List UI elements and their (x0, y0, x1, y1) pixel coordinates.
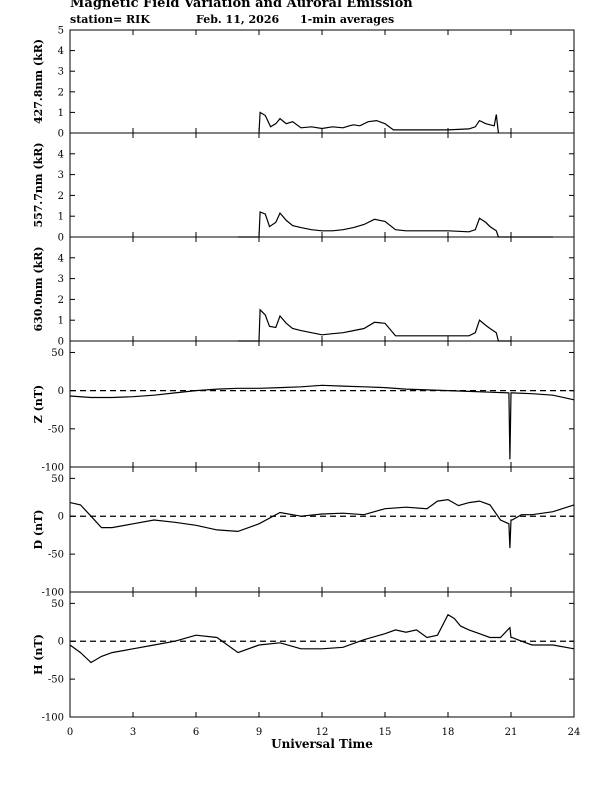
averaging-label: 1-min averages (300, 13, 395, 26)
series-line (69, 613, 575, 664)
y-tick-label: 2 (58, 295, 64, 306)
y-tick-label: 0 (58, 337, 64, 348)
y-tick-label: 0 (58, 129, 64, 140)
date-label: Feb. 11, 2026 (196, 13, 280, 26)
x-tick-label: 3 (130, 727, 136, 738)
y-tick-label: 1 (58, 212, 64, 223)
x-tick-label: 15 (379, 727, 392, 738)
y-tick-label: -100 (42, 588, 64, 599)
y-tick-label: 2 (58, 191, 64, 202)
y-axis-label: Z (nT) (32, 385, 45, 423)
chart-title: Magnetic Field Variation and Auroral Emi… (70, 0, 413, 11)
y-tick-label: 1 (58, 316, 64, 327)
y-tick-label: -100 (42, 713, 64, 724)
y-tick-label: 5 (58, 26, 64, 37)
y-tick-label: 1 (58, 108, 64, 119)
y-tick-label: 3 (58, 170, 64, 181)
y-tick-label: 50 (51, 474, 64, 485)
y-tick-label: -50 (48, 424, 64, 435)
y-axis-label: D (nT) (32, 510, 45, 550)
x-tick-label: 18 (442, 727, 455, 738)
y-tick-label: 0 (58, 637, 64, 648)
x-tick-label: 24 (568, 727, 581, 738)
panel-frame (69, 340, 575, 468)
y-axis-label: 630.0nm (kR) (32, 246, 45, 331)
x-tick-label: 6 (193, 727, 199, 738)
panel-frame (69, 236, 575, 342)
y-axis-label: 427.8nm (kR) (32, 39, 45, 124)
x-axis-label: Universal Time (271, 737, 373, 751)
series-line (238, 211, 553, 238)
y-tick-label: 3 (58, 274, 64, 285)
panel-frame (69, 132, 575, 238)
x-tick-label: 9 (256, 727, 262, 738)
y-tick-label: 50 (51, 348, 64, 359)
y-tick-label: -50 (48, 550, 64, 561)
y-tick-label: 0 (58, 512, 64, 523)
y-tick-label: 4 (58, 46, 64, 57)
y-tick-label: -50 (48, 675, 64, 686)
x-tick-label: 12 (316, 727, 329, 738)
y-tick-label: 3 (58, 67, 64, 78)
y-tick-label: 4 (58, 149, 64, 160)
series-line (69, 384, 575, 460)
series-line (258, 111, 499, 134)
x-tick-label: 21 (505, 727, 518, 738)
y-axis-label: 557.7nm (kR) (32, 142, 45, 227)
x-tick-label: 0 (67, 727, 73, 738)
y-tick-label: 0 (58, 386, 64, 397)
series-line (69, 498, 575, 549)
y-tick-label: 4 (58, 253, 64, 264)
panel-frame (69, 29, 575, 134)
station-label: station= RIK (70, 13, 150, 26)
y-axis-label: H (nT) (32, 634, 45, 675)
series-line (238, 308, 511, 342)
panel-frame (69, 591, 575, 718)
y-tick-label: 50 (51, 599, 64, 610)
y-tick-label: -100 (42, 463, 64, 474)
panel-frame (69, 466, 575, 593)
y-tick-label: 2 (58, 87, 64, 98)
y-tick-label: 0 (58, 233, 64, 244)
